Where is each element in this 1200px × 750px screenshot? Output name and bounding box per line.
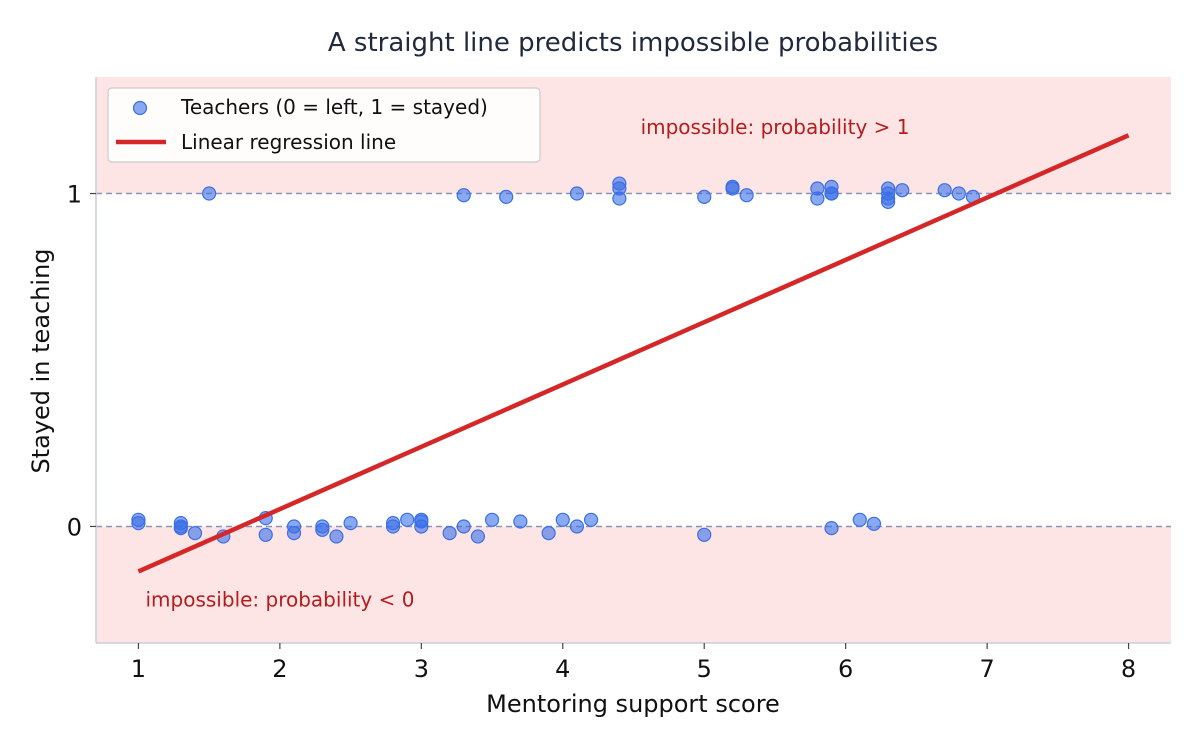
x-tick-label-3: 3 [414, 655, 429, 683]
reference-lines [96, 192, 1171, 528]
legend-box [107, 87, 541, 163]
scatter-point-40 [612, 191, 627, 206]
scatter-point-37 [569, 186, 585, 201]
scatter-point-22 [456, 519, 471, 534]
axis-ticks: 1 2 3 4 5 6 7 8 0 1 [67, 181, 1136, 683]
scatter-point-53 [881, 194, 896, 209]
x-tick-label-7: 7 [979, 655, 994, 683]
x-tick-label-4: 4 [555, 655, 570, 683]
scatter-point-46 [810, 191, 825, 206]
scatter-point-12 [315, 522, 330, 537]
scatter-point-31 [824, 521, 839, 536]
scatter-point-25 [513, 514, 528, 529]
y-tick-label-0: 0 [67, 513, 82, 541]
scatter-point-17 [400, 512, 415, 527]
legend-scatter-marker [132, 100, 148, 116]
impossible-region-1 [96, 526, 1171, 643]
scatter-point-32 [852, 512, 867, 527]
scatter-point-24 [484, 512, 500, 527]
axes-frame [95, 77, 1171, 644]
x-axis-label: Mentoring support score [486, 690, 780, 718]
scatter-point-28 [569, 519, 585, 534]
scatter-point-16 [385, 519, 401, 534]
scatter-point-55 [937, 183, 952, 198]
scatter-point-33 [866, 516, 882, 531]
regression-line-group [137, 133, 1130, 574]
scatter-point-13 [329, 529, 344, 544]
x-tick-label-8: 8 [1121, 655, 1136, 683]
shaded-regions [96, 77, 1171, 643]
scatter-point-14 [343, 516, 358, 531]
annotation-1: impossible: probability < 0 [146, 588, 415, 612]
legend-label-teachers: Teachers (0 = left, 1 = stayed) [180, 95, 488, 119]
scatter-point-26 [541, 526, 556, 541]
y-axis-label: Stayed in teaching [27, 248, 55, 473]
x-tick-label-2: 2 [272, 655, 287, 683]
scatter-point-35 [456, 188, 471, 203]
annotations: impossible: probability > 1 impossible: p… [146, 115, 910, 612]
scatter-point-54 [895, 183, 910, 198]
scatter-point-8 [258, 527, 273, 542]
scatter-point-10 [286, 526, 302, 541]
scatter-point-4 [173, 521, 188, 536]
scatter-point-41 [697, 189, 712, 204]
scatter-point-29 [583, 512, 599, 527]
scatter-point-27 [555, 512, 570, 527]
scatter-point-56 [951, 186, 966, 201]
legend-label-regression: Linear regression line [181, 130, 396, 154]
scatter-point-23 [470, 529, 486, 544]
scatter-point-43 [725, 181, 740, 196]
x-tick-label-5: 5 [697, 655, 712, 683]
scatter-point-49 [824, 186, 839, 201]
scatter-point-44 [739, 188, 754, 203]
y-tick-label-1: 1 [67, 181, 82, 209]
scatter-point-36 [499, 189, 514, 204]
scatter-points [131, 176, 981, 544]
scatter-point-30 [697, 527, 712, 542]
regression-line [137, 133, 1130, 574]
scatter-point-21 [442, 526, 457, 541]
annotation-0: impossible: probability > 1 [641, 115, 910, 139]
scatter-point-1 [131, 516, 146, 531]
x-tick-label-6: 6 [838, 655, 853, 683]
scatter-point-34 [202, 186, 217, 201]
scatter-point-5 [187, 526, 203, 541]
scatter-point-20 [414, 519, 429, 534]
chart-title: A straight line predicts impossible prob… [328, 28, 938, 58]
legend: Teachers (0 = left, 1 = stayed) Linear re… [107, 87, 541, 163]
x-tick-label-1: 1 [131, 655, 146, 683]
